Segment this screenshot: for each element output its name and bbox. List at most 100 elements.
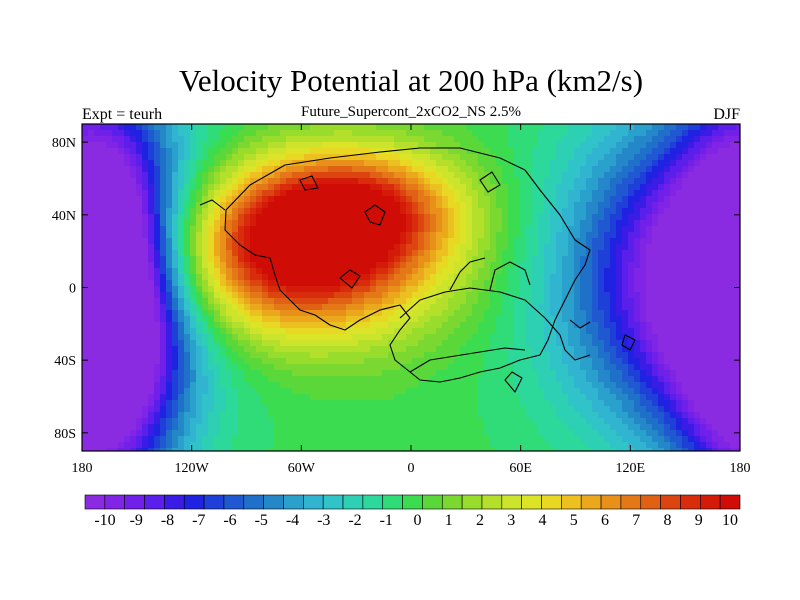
field-cell [502, 142, 509, 149]
field-cell [256, 274, 263, 281]
field-cell [646, 304, 653, 311]
field-cell [592, 178, 599, 185]
field-cell [712, 208, 719, 215]
field-cell [700, 136, 707, 143]
field-cell [592, 232, 599, 239]
field-cell [520, 382, 527, 389]
field-cell [376, 256, 383, 263]
field-cell [508, 178, 515, 185]
field-cell [586, 190, 593, 197]
field-cell [160, 280, 167, 287]
field-cell [208, 304, 215, 311]
field-cell [106, 316, 113, 323]
field-cell [460, 208, 467, 215]
field-cell [628, 154, 635, 161]
field-cell [628, 238, 635, 245]
field-cell [136, 262, 143, 269]
field-cell [736, 166, 740, 173]
field-cell [418, 274, 425, 281]
field-cell [280, 388, 287, 395]
field-cell [328, 202, 335, 209]
field-cell [322, 226, 329, 233]
field-cell [598, 268, 605, 275]
field-cell [328, 292, 335, 299]
field-cell [406, 358, 413, 365]
field-cell [196, 334, 203, 341]
field-cell [604, 232, 611, 239]
field-cell [418, 154, 425, 161]
field-cell [736, 136, 740, 143]
field-cell [406, 298, 413, 305]
field-cell [412, 256, 419, 263]
field-cell [610, 148, 617, 155]
field-cell [442, 322, 449, 329]
field-cell [700, 142, 707, 149]
field-cell [232, 310, 239, 317]
field-cell [136, 286, 143, 293]
field-cell [412, 268, 419, 275]
field-cell [262, 190, 269, 197]
field-cell [292, 124, 299, 131]
field-cell [484, 268, 491, 275]
field-cell [226, 352, 233, 359]
field-cell [616, 178, 623, 185]
field-cell [490, 310, 497, 317]
field-cell [544, 274, 551, 281]
field-cell [244, 364, 251, 371]
field-cell [370, 124, 377, 131]
figure-title: Velocity Potential at 200 hPa (km2/s) [179, 63, 643, 98]
field-cell [508, 244, 515, 251]
field-cell [544, 232, 551, 239]
field-cell [130, 172, 137, 179]
field-cell [634, 316, 641, 323]
field-cell [304, 376, 311, 383]
field-cell [280, 130, 287, 137]
field-cell [556, 292, 563, 299]
field-cell [520, 370, 527, 377]
field-cell [112, 160, 119, 167]
field-cell [724, 262, 731, 269]
field-cell [412, 382, 419, 389]
field-cell [550, 340, 557, 347]
field-cell [334, 376, 341, 383]
field-cell [634, 226, 641, 233]
field-cell [730, 244, 737, 251]
field-cell [484, 256, 491, 263]
field-cell [124, 358, 131, 365]
field-cell [220, 232, 227, 239]
field-cell [622, 160, 629, 167]
field-cell [214, 280, 221, 287]
field-cell [190, 142, 197, 149]
field-cell [148, 388, 155, 395]
field-cell [538, 238, 545, 245]
field-cell [466, 358, 473, 365]
field-cell [646, 244, 653, 251]
field-cell [148, 358, 155, 365]
field-cell [298, 148, 305, 155]
field-cell [658, 130, 665, 137]
field-cell [142, 172, 149, 179]
field-cell [238, 298, 245, 305]
field-cell [658, 238, 665, 245]
field-cell [496, 184, 503, 191]
field-cell [226, 358, 233, 365]
field-cell [508, 154, 515, 161]
field-cell [694, 142, 701, 149]
field-cell [250, 304, 257, 311]
field-cell [262, 322, 269, 329]
field-cell [166, 274, 173, 281]
field-cell [460, 388, 467, 395]
field-cell [568, 208, 575, 215]
field-cell [274, 130, 281, 137]
field-cell [604, 334, 611, 341]
field-cell [736, 334, 740, 341]
field-cell [184, 154, 191, 161]
field-cell [430, 274, 437, 281]
field-cell [514, 244, 521, 251]
field-cell [184, 262, 191, 269]
field-cell [274, 202, 281, 209]
field-cell [112, 208, 119, 215]
field-cell [196, 160, 203, 167]
field-cell [94, 220, 101, 227]
field-cell [280, 322, 287, 329]
